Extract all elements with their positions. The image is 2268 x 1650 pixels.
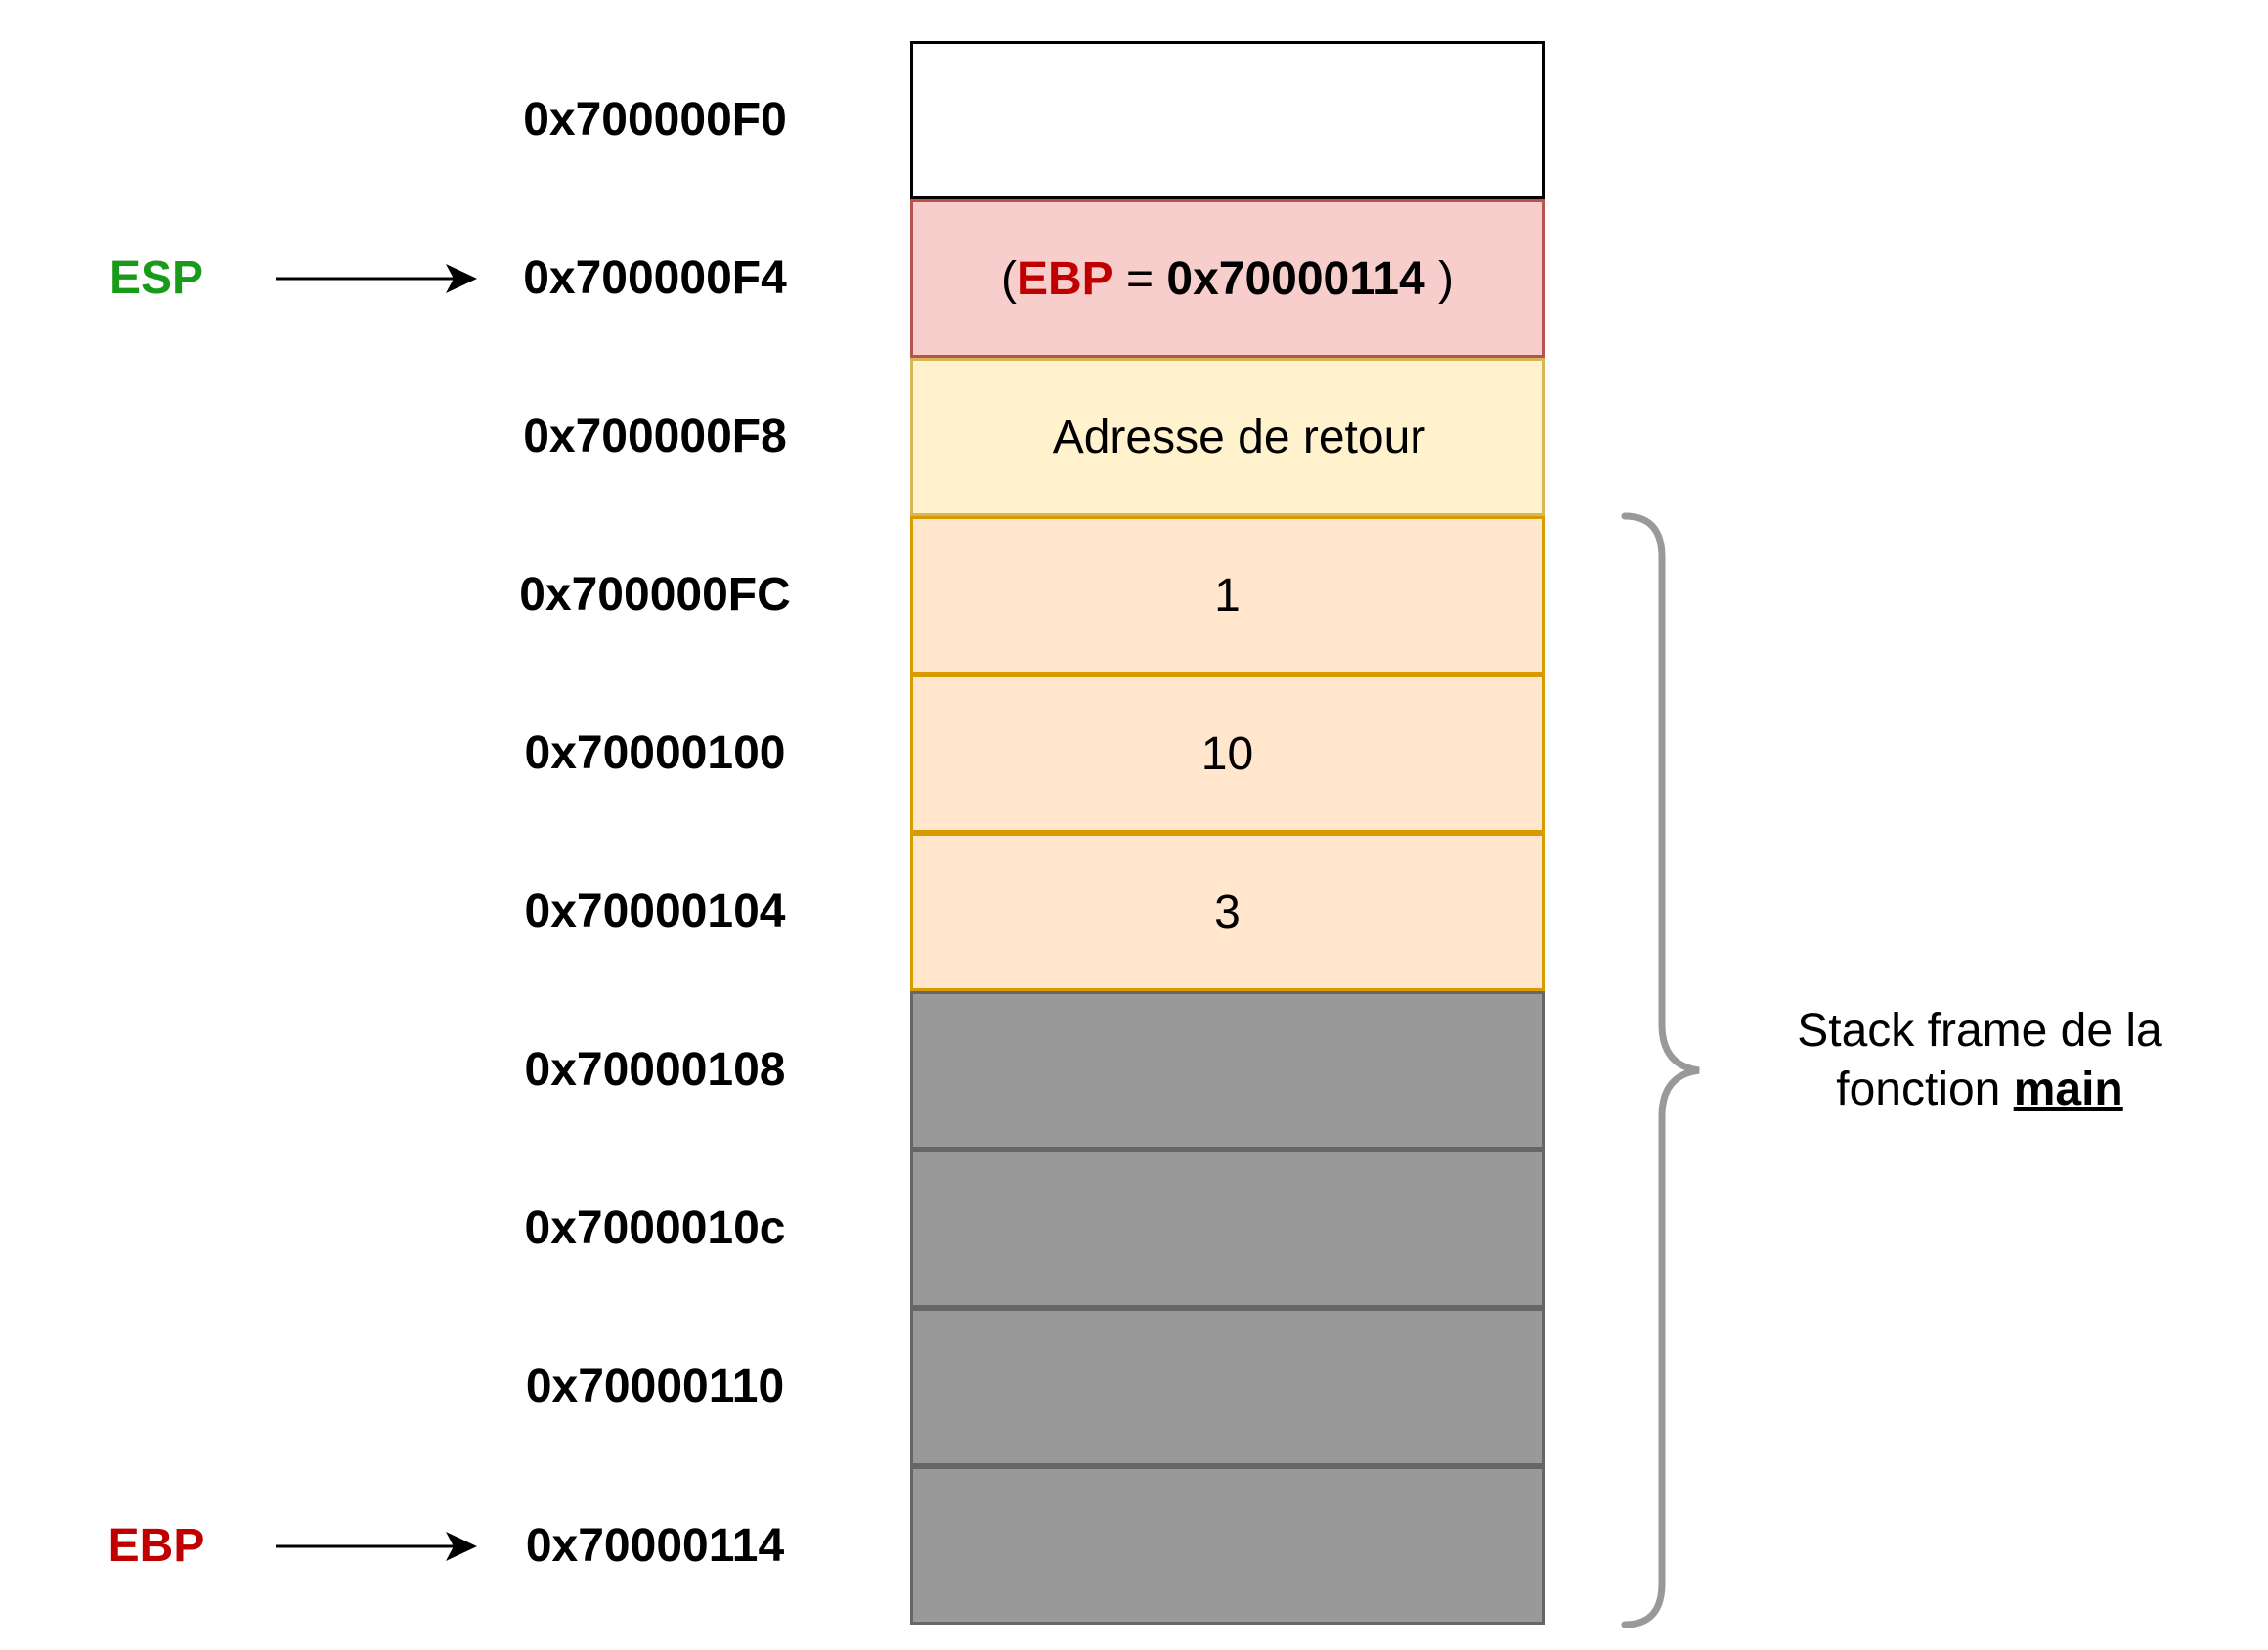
stack-cell-frame xyxy=(910,1150,1545,1308)
stack-cell-saved-ebp: (EBP = 0x70000114 ) xyxy=(910,199,1545,358)
saved-ebp-value: 0x70000114 xyxy=(1166,252,1425,305)
stack-cell-return-address: Adresse de retour xyxy=(910,358,1545,516)
function-name: main xyxy=(2013,1064,2123,1115)
address-label: 0x700000FC xyxy=(519,569,791,621)
address-label: 0x700000F4 xyxy=(523,252,787,304)
stack-cell-local: 1 xyxy=(910,516,1545,674)
address-label: 0x70000104 xyxy=(524,886,786,937)
stack-frame-brace xyxy=(1621,512,1700,1628)
address-label: 0x70000108 xyxy=(524,1044,786,1096)
address-label: 0x7000010c xyxy=(524,1202,786,1254)
saved-ebp-open-paren: ( xyxy=(1000,252,1017,305)
saved-ebp-equals: = xyxy=(1112,252,1167,305)
address-label: 0x700000F0 xyxy=(523,94,787,146)
stack-cell-local: 3 xyxy=(910,833,1545,991)
stack-cell-empty xyxy=(910,41,1545,199)
stack-frame-label-prefix: fonction xyxy=(1836,1064,2014,1115)
stack-cell-frame xyxy=(910,991,1545,1150)
esp-register-label: ESP xyxy=(109,252,204,304)
saved-ebp-register: EBP xyxy=(1016,252,1113,305)
address-label: 0x70000114 xyxy=(525,1520,785,1572)
stack-cell-frame xyxy=(910,1466,1545,1625)
ebp-register-label: EBP xyxy=(108,1520,205,1572)
stack-frame-label-line2: fonction main xyxy=(1740,1061,2219,1119)
stack-frame-label: Stack frame de la fonction main xyxy=(1740,1002,2219,1119)
stack-cell-local: 10 xyxy=(910,674,1545,833)
address-label: 0x70000100 xyxy=(524,727,786,779)
ebp-pointer-arrow xyxy=(276,1532,477,1561)
saved-ebp-close-paren: ) xyxy=(1424,252,1455,305)
address-label: 0x700000F8 xyxy=(523,411,787,462)
esp-pointer-arrow xyxy=(276,264,477,293)
stack-cell-frame xyxy=(910,1308,1545,1466)
address-label: 0x70000110 xyxy=(525,1361,785,1412)
stack-frame-label-line1: Stack frame de la xyxy=(1797,1005,2162,1057)
